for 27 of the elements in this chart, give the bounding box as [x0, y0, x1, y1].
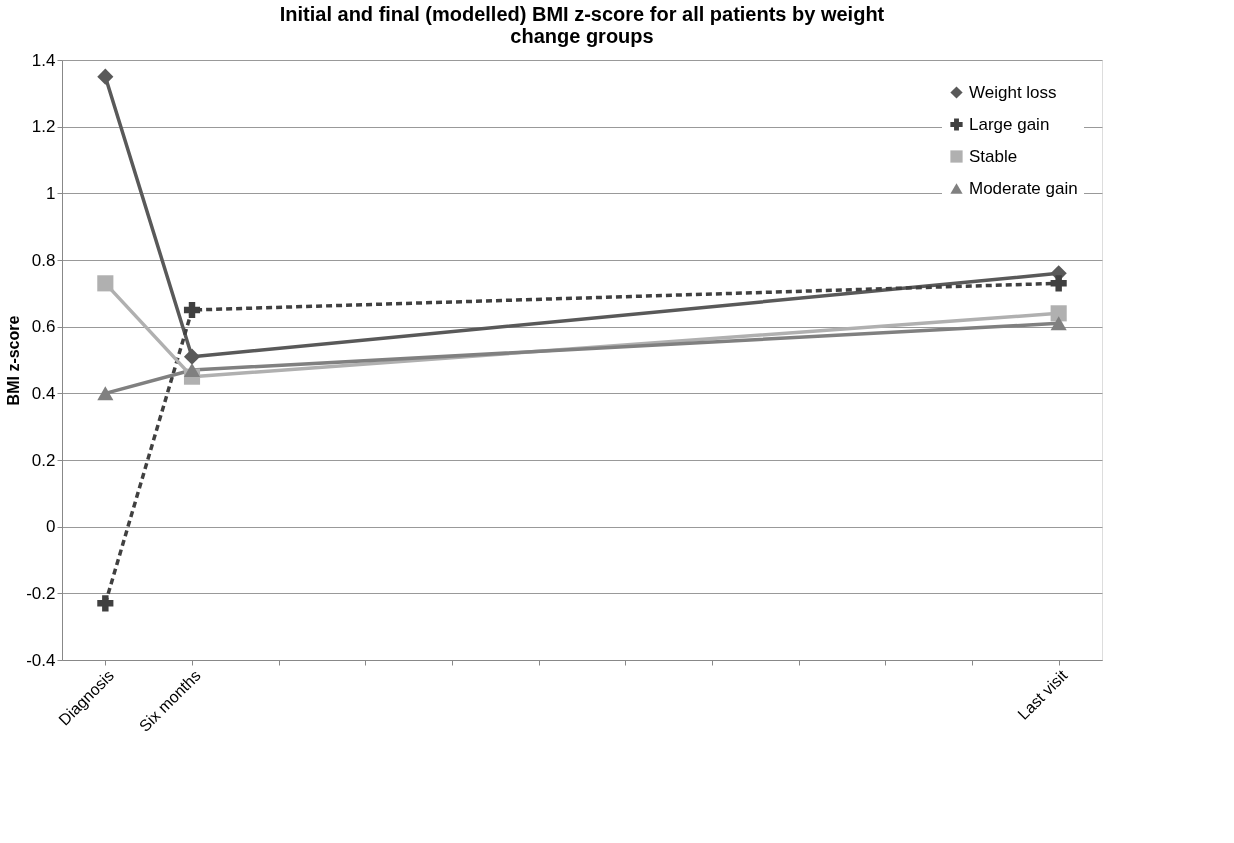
legend-label: Large gain	[969, 114, 1050, 134]
y-tick-label: 1.4	[31, 50, 56, 70]
y-tick-label: -0.4	[26, 650, 56, 670]
chart-title: Initial and final (modelled) BMI z-score for all patients by weight change groups	[279, 3, 885, 47]
point	[97, 68, 114, 85]
point	[1050, 275, 1067, 292]
y-axis-title: BMI z-score	[5, 315, 23, 406]
point	[183, 348, 201, 365]
point	[1050, 316, 1067, 331]
y-tick-label: 0.2	[31, 450, 56, 470]
point	[1050, 305, 1067, 322]
y-tick-label: -0.2	[26, 583, 56, 603]
legend-label: Stable	[969, 146, 1018, 166]
y-tick-label: 0.4	[31, 383, 56, 403]
point	[97, 275, 114, 292]
y-tick-label: 0.6	[31, 317, 56, 337]
y-tick-label: 1.2	[31, 117, 56, 137]
legend-label: Weight loss	[969, 82, 1057, 102]
legend-label: Moderate gain	[969, 178, 1078, 198]
y-tick-label: 0	[46, 517, 56, 537]
point	[97, 595, 114, 612]
point	[183, 301, 201, 319]
y-tick-label: 1	[46, 183, 56, 203]
point	[183, 363, 201, 377]
x-tick-label: Last visit	[1014, 666, 1071, 723]
y-tick-label: 0.8	[31, 250, 56, 270]
point	[97, 386, 114, 401]
